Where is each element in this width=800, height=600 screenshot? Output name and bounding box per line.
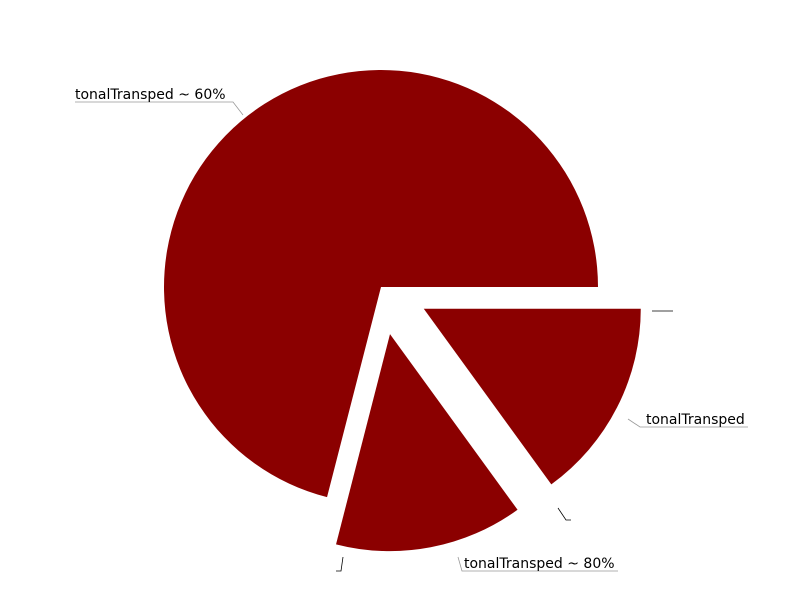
- pie-slices: [164, 70, 641, 551]
- slice-label-3: tonalTransped: [646, 412, 745, 428]
- tick-mark-2: [558, 508, 571, 520]
- slice-label-2: tonalTransped ~ 80%: [464, 556, 615, 572]
- leader-line-label-1: [75, 102, 243, 115]
- slice-label-1: tonalTransped ~ 60%: [75, 87, 226, 103]
- tick-mark-3: [336, 557, 343, 571]
